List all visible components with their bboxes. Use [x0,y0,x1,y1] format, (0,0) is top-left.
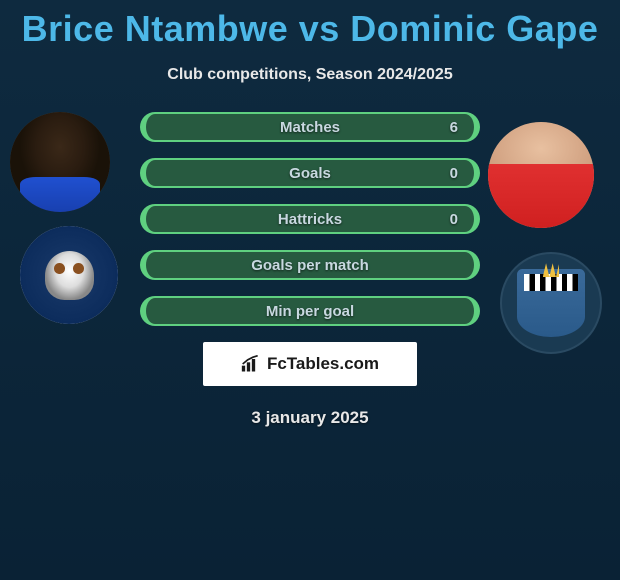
stat-row-goals: Goals 0 [140,158,480,188]
stat-row-hattricks: Hattricks 0 [140,204,480,234]
stat-row-min-per-goal: Min per goal [140,296,480,326]
stat-label: Goals [289,165,331,182]
stat-label: Min per goal [266,303,354,320]
stat-value: 6 [450,119,458,136]
left-club-badge [20,226,118,324]
left-player-avatar [10,112,110,212]
page-title: Brice Ntambwe vs Dominic Gape [0,0,620,50]
stat-value: 0 [450,165,458,182]
brand-text: FcTables.com [267,354,379,374]
chart-icon [241,355,261,373]
brand-badge: FcTables.com [203,342,417,386]
stat-row-goals-per-match: Goals per match [140,250,480,280]
club-logo-left [20,226,118,324]
club-logo-right [502,254,600,352]
player-photo-right [488,122,594,228]
stats-list: Matches 6 Goals 0 Hattricks 0 Goals per … [140,112,480,326]
right-player-avatar [488,122,594,228]
subtitle: Club competitions, Season 2024/2025 [0,66,620,84]
stat-value: 0 [450,211,458,228]
stat-label: Hattricks [278,211,342,228]
stat-row-matches: Matches 6 [140,112,480,142]
date-label: 3 january 2025 [0,408,620,428]
comparison-area: Matches 6 Goals 0 Hattricks 0 Goals per … [0,112,620,428]
player-photo-left [10,112,110,212]
right-club-badge [500,252,602,354]
stat-label: Goals per match [251,257,369,274]
stat-label: Matches [280,119,340,136]
